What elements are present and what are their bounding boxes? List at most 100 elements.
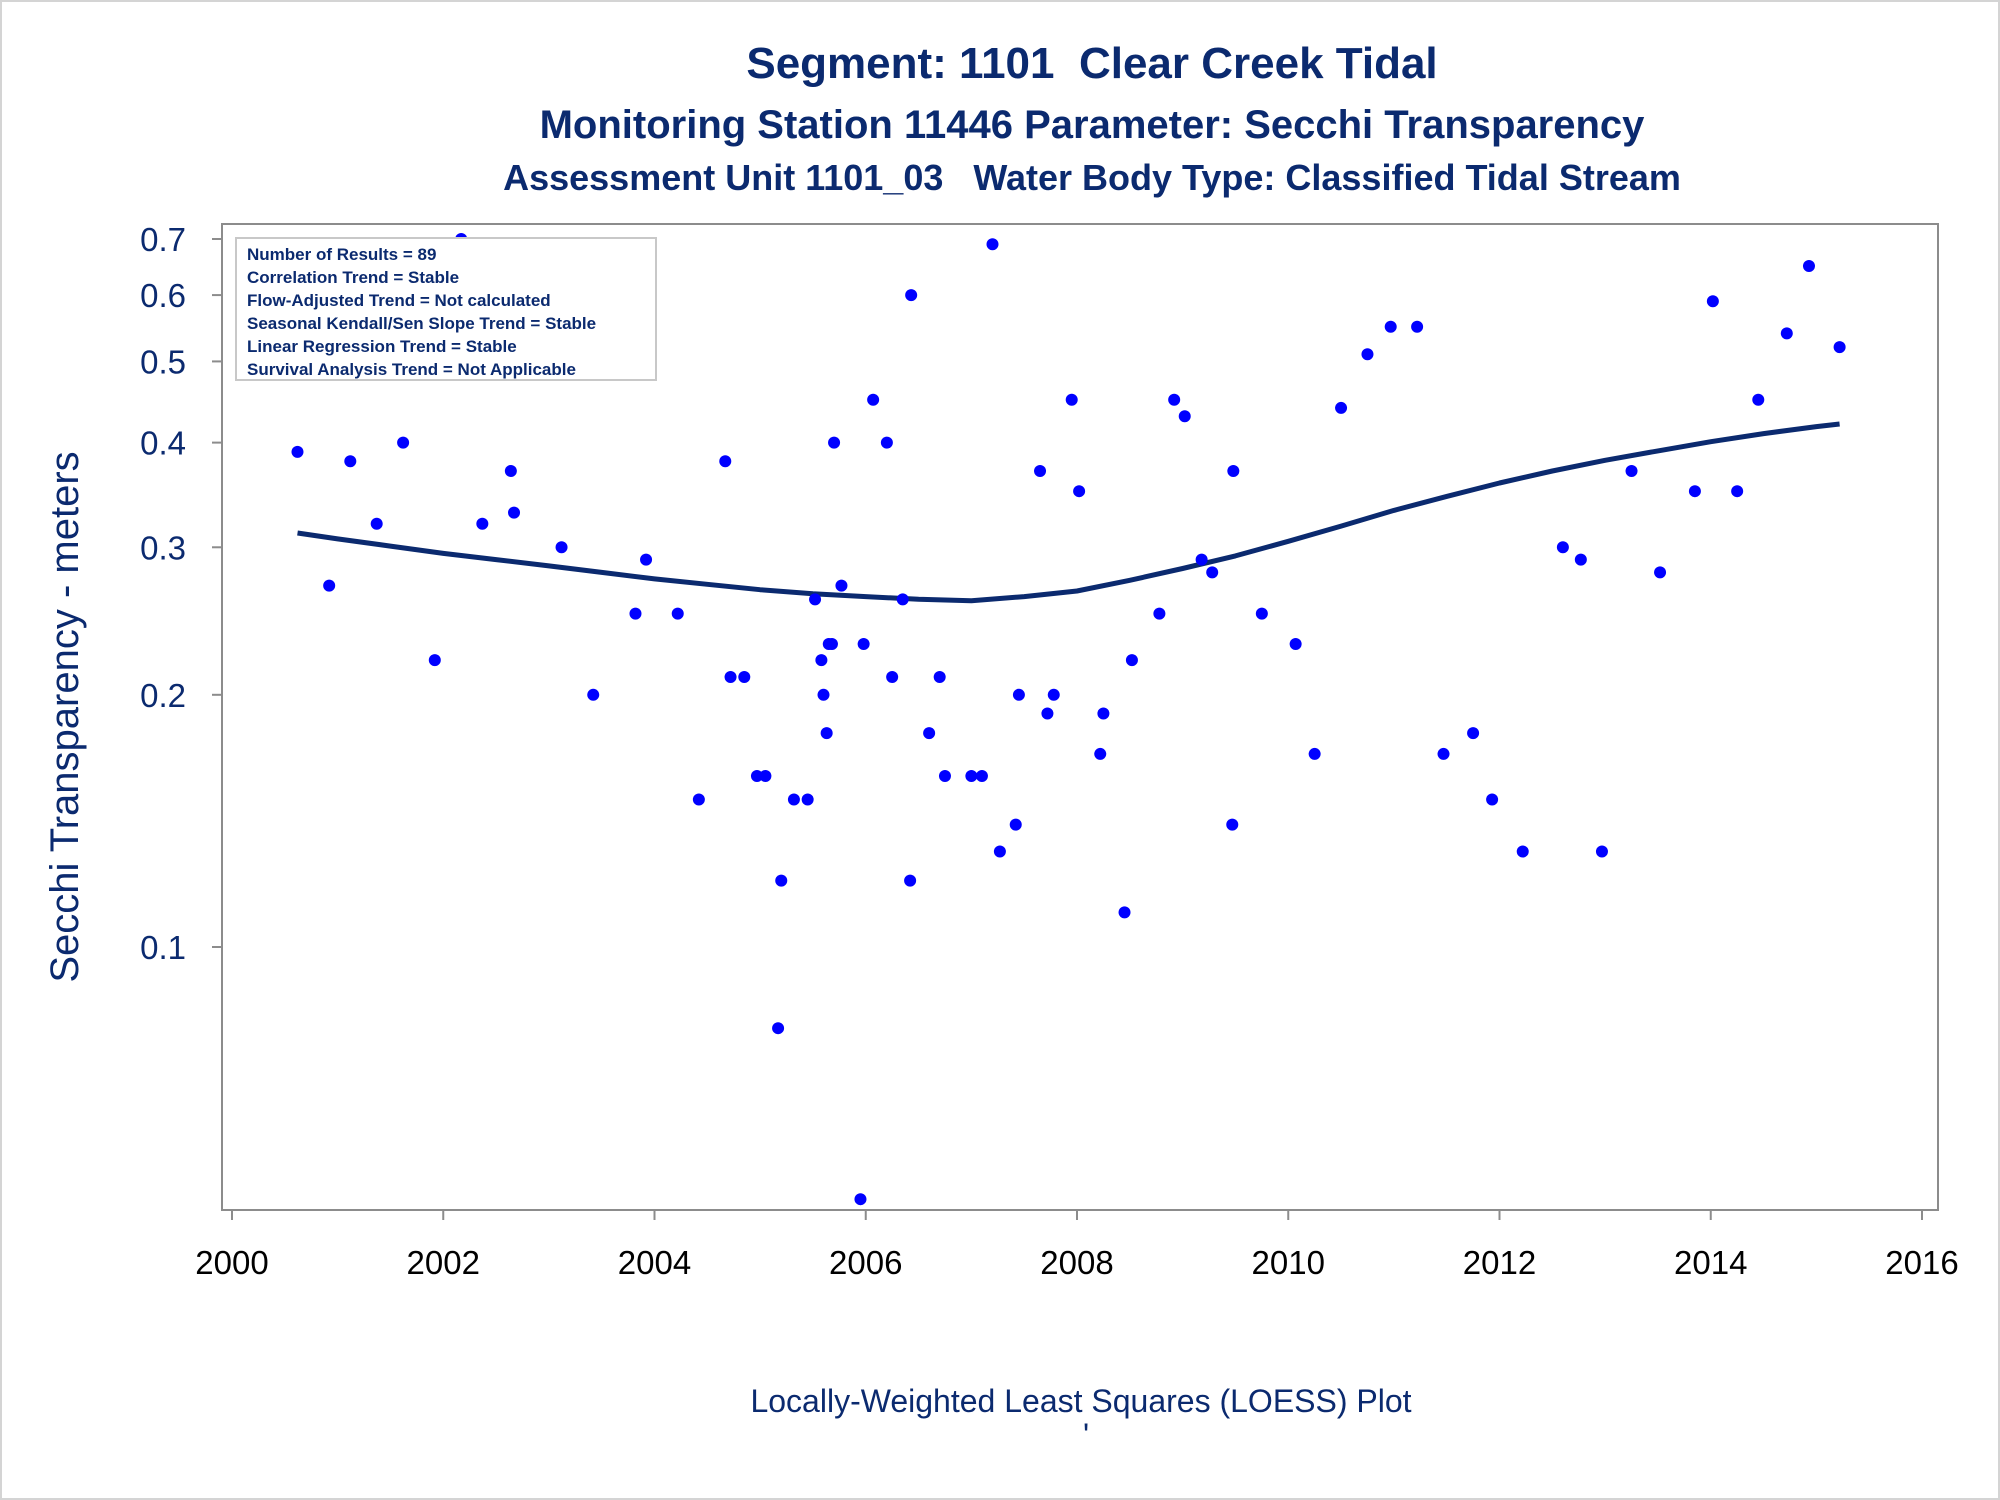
stats-line: Number of Results = 89 xyxy=(247,245,436,264)
x-tick-label: 2010 xyxy=(1252,1244,1325,1281)
data-point xyxy=(1752,393,1765,406)
x-tick-label: 2016 xyxy=(1885,1244,1958,1281)
data-point xyxy=(1654,566,1667,579)
footnote: Locally-Weighted Least Squares (LOESS) P… xyxy=(750,1383,1411,1419)
data-point xyxy=(587,688,600,701)
y-tick-label: 0.5 xyxy=(140,343,186,380)
data-point xyxy=(1255,607,1268,620)
stats-line: Seasonal Kendall/Sen Slope Trend = Stabl… xyxy=(247,314,596,333)
data-point xyxy=(857,637,870,650)
y-tick-label: 0.3 xyxy=(140,529,186,566)
data-point xyxy=(428,654,441,667)
x-tick-label: 2000 xyxy=(195,1244,268,1281)
data-point xyxy=(1168,393,1181,406)
y-tick-label: 0.7 xyxy=(140,221,186,258)
data-point xyxy=(825,637,838,650)
data-point xyxy=(975,769,988,782)
data-point xyxy=(1118,906,1131,919)
data-point xyxy=(1833,341,1846,354)
data-point xyxy=(854,1193,867,1206)
y-tick-label: 0.4 xyxy=(140,425,186,462)
data-point xyxy=(671,607,684,620)
data-point xyxy=(724,671,737,684)
data-point xyxy=(1073,485,1086,498)
data-point xyxy=(867,393,880,406)
data-point xyxy=(738,671,751,684)
data-point xyxy=(817,688,830,701)
data-point xyxy=(1047,688,1060,701)
data-point xyxy=(508,506,521,519)
y-tick-label: 0.2 xyxy=(140,677,186,714)
x-axis: 2000 2002 2004 2006 2008 2010 2012 2014 2016 xyxy=(195,1210,1959,1281)
data-point xyxy=(1308,747,1321,760)
data-point xyxy=(1688,485,1701,498)
data-point xyxy=(1034,464,1047,477)
x-tick-label: 2014 xyxy=(1674,1244,1747,1281)
data-point xyxy=(886,671,899,684)
data-point xyxy=(640,553,653,566)
stats-line: Survival Analysis Trend = Not Applicable xyxy=(247,360,576,379)
data-point xyxy=(828,436,841,449)
data-point xyxy=(1802,259,1815,272)
data-point xyxy=(1706,295,1719,308)
data-point xyxy=(504,464,517,477)
chart-subtitle-2: Assessment Unit 1101_03 Water Body Type:… xyxy=(503,157,1681,198)
y-tick-label: 0.6 xyxy=(140,277,186,314)
data-point xyxy=(1437,747,1450,760)
data-point xyxy=(1335,401,1348,414)
data-point xyxy=(1289,637,1302,650)
stats-line: Flow-Adjusted Trend = Not calculated xyxy=(247,291,551,310)
data-point xyxy=(323,579,336,592)
x-tick-label: 2004 xyxy=(618,1244,691,1281)
chart-subtitle: Monitoring Station 11446 Parameter: Secc… xyxy=(540,103,1646,147)
y-tick-label: 0.1 xyxy=(140,929,186,966)
data-point xyxy=(1097,707,1110,720)
data-point xyxy=(880,436,893,449)
data-point xyxy=(1384,320,1397,333)
data-point xyxy=(370,517,383,530)
data-point xyxy=(815,654,828,667)
data-point xyxy=(1556,541,1569,554)
data-point xyxy=(809,593,822,606)
data-point xyxy=(397,436,410,449)
data-point xyxy=(750,769,763,782)
data-point xyxy=(1780,327,1793,340)
stats-box-frame xyxy=(235,237,657,381)
data-point xyxy=(1226,818,1239,831)
data-point xyxy=(1486,793,1499,806)
data-point xyxy=(801,793,814,806)
data-point xyxy=(1625,464,1638,477)
chart-title: Segment: 1101 Clear Creek Tidal xyxy=(746,39,1437,88)
data-point xyxy=(291,445,304,458)
data-point xyxy=(835,579,848,592)
data-point xyxy=(896,593,909,606)
x-tick-label: 2008 xyxy=(1040,1244,1113,1281)
data-point xyxy=(923,727,936,740)
data-point xyxy=(1516,845,1529,858)
y-axis: 0.1 0.2 0.3 0.4 0.5 0.6 0.7 xyxy=(140,221,222,966)
stats-line: Correlation Trend = Stable xyxy=(247,268,459,287)
x-tick-label: 2012 xyxy=(1463,1244,1536,1281)
y-axis-label: Secchi Transparency - meters xyxy=(43,451,87,982)
data-point xyxy=(759,769,772,782)
plot-area xyxy=(221,223,1939,1211)
x-tick-label: 2002 xyxy=(407,1244,480,1281)
data-point xyxy=(933,671,946,684)
stats-line: Linear Regression Trend = Stable xyxy=(247,337,517,356)
data-points xyxy=(291,233,1846,1206)
data-point xyxy=(1012,688,1025,701)
data-point xyxy=(555,541,568,554)
data-point xyxy=(1361,348,1374,361)
data-point xyxy=(1009,818,1022,831)
data-point xyxy=(965,769,978,782)
data-point xyxy=(787,793,800,806)
data-point xyxy=(820,727,833,740)
data-point xyxy=(629,607,642,620)
data-point xyxy=(1731,485,1744,498)
data-point xyxy=(775,874,788,887)
data-point xyxy=(1195,553,1208,566)
data-point xyxy=(905,289,918,302)
data-point xyxy=(772,1022,785,1035)
stats-box: Number of Results = 89 Correlation Trend … xyxy=(235,237,657,381)
